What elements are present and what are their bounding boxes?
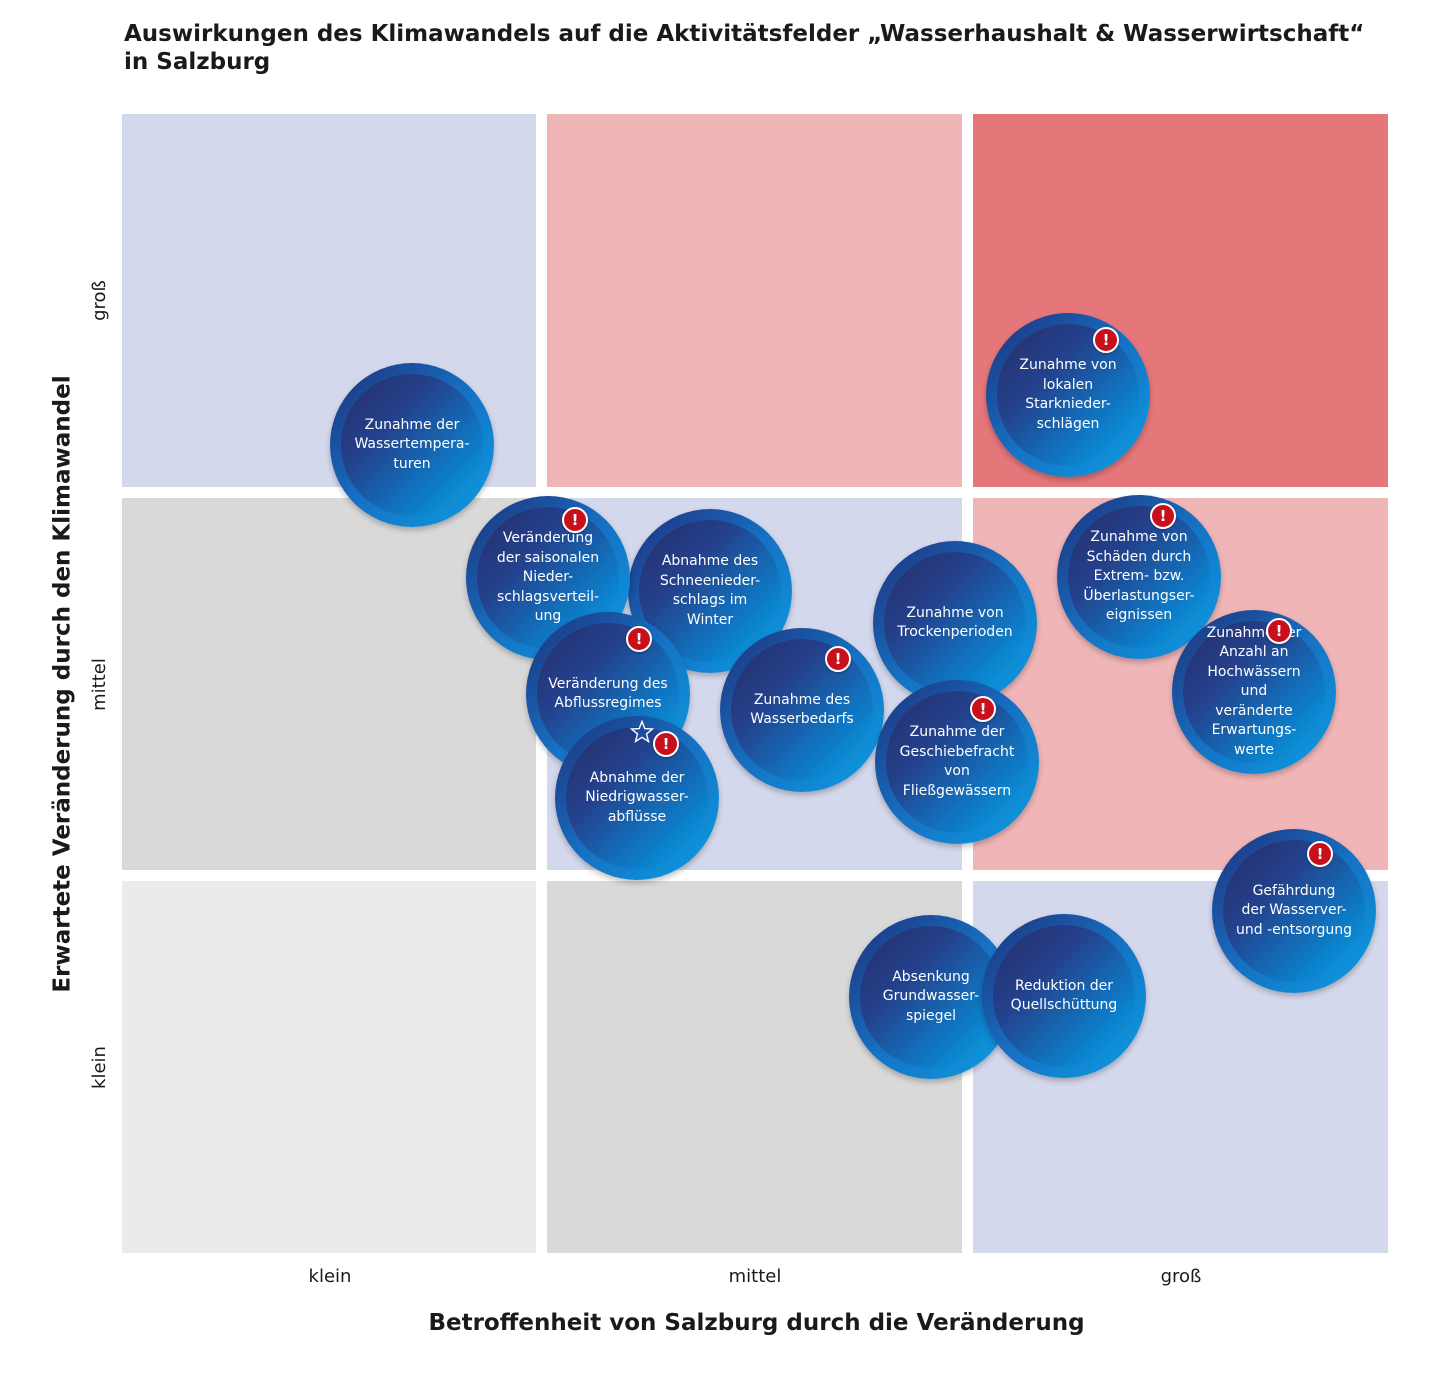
x-level-mittel: mittel [728, 1266, 782, 1287]
bubble-wasserversorgung: Gefährdung der Wasserver- und -entsorgun… [1212, 829, 1376, 993]
exclamation-icon: ! [970, 696, 996, 722]
exclamation-icon: ! [653, 731, 679, 757]
bubble-label: Gefährdung der Wasserver- und -entsorgun… [1236, 882, 1352, 938]
y-level-klein: klein [88, 1046, 110, 1089]
bubble-inner: Absenkung Grundwasser- spiegel [860, 926, 1002, 1068]
bubble-label: Absenkung Grundwasser- spiegel [882, 968, 980, 1024]
chart-title-line-2: in Salzburg [124, 49, 271, 75]
chart-title: Auswirkungen des Klimawandels auf die Ak… [124, 20, 1374, 76]
exclamation-icon: ! [626, 626, 652, 652]
bubble-inner: Reduktion der Quellschüttung [993, 925, 1135, 1067]
bubble-wasserbedarf: Zunahme des Wasserbedarfs ! [720, 628, 884, 792]
y-axis-title-wrap: Erwartete Veränderung durch den Klimawan… [40, 114, 86, 1254]
chart-title-line-1: Auswirkungen des Klimawandels auf die Ak… [124, 21, 1365, 47]
bubble-hochwaesser: Zunahme der Anzahl an Hochwässern und ve… [1172, 610, 1336, 774]
bubble-quellschuettung: Reduktion der Quellschüttung [982, 914, 1146, 1078]
y-level-gross: groß [88, 280, 110, 321]
bubble-trockenperioden: Zunahme von Trockenperioden [873, 541, 1037, 705]
exclamation-icon: ! [562, 507, 588, 533]
bubble-inner: Zunahme der Anzahl an Hochwässern und ve… [1183, 621, 1325, 763]
bubble-inner: Abnahme des Schneenieder- schlags im Win… [639, 520, 781, 662]
x-level-gross: groß [1160, 1266, 1202, 1287]
bubble-label: Veränderung der saisonalen Nieder- schla… [496, 530, 600, 625]
bubble-starkniederschlaege: Zunahme von lokalen Starknieder- schläge… [986, 313, 1150, 477]
y-level-mittel: mittel [88, 658, 110, 711]
bubble-label: Zunahme der Geschiebefracht von Fließgew… [899, 724, 1015, 799]
bubble-inner: Zunahme von Trockenperioden [884, 552, 1026, 694]
exclamation-icon: ! [1266, 618, 1292, 644]
bubble-label: Zunahme der Wassertempera- turen [354, 416, 470, 472]
bubble-label: Abnahme der Niedrigwasser- abflüsse [585, 769, 689, 825]
bubble-geschiebefracht: Zunahme der Geschiebefracht von Fließgew… [875, 680, 1039, 844]
bubble-label: Zunahme von Schäden durch Extrem- bzw. Ü… [1083, 529, 1195, 624]
x-level-klein: klein [308, 1266, 352, 1287]
bubble-inner: Zunahme des Wasserbedarfs [731, 639, 873, 781]
exclamation-icon: ! [1150, 503, 1176, 529]
bubble-wassertemperaturen: Zunahme der Wassertempera- turen [330, 363, 494, 527]
bubble-label: Reduktion der Quellschüttung [1010, 977, 1118, 1014]
exclamation-icon: ! [1307, 841, 1333, 867]
cell-gross-mittel [547, 114, 962, 487]
bubble-label: Abnahme des Schneenieder- schlags im Win… [659, 553, 761, 628]
y-axis-title: Erwartete Veränderung durch den Klimawan… [50, 375, 77, 993]
cell-klein-klein [122, 881, 536, 1253]
x-axis-title: Betroffenheit von Salzburg durch die Ver… [428, 1310, 1085, 1336]
bubble-label: Veränderung des Abflussregimes [548, 675, 668, 712]
bubble-extremereignisse: Zunahme von Schäden durch Extrem- bzw. Ü… [1057, 495, 1221, 659]
bubble-grundwasserspiegel: Absenkung Grundwasser- spiegel [849, 915, 1013, 1079]
exclamation-icon: ! [1093, 327, 1119, 353]
bubble-inner: Zunahme von Schäden durch Extrem- bzw. Ü… [1068, 506, 1210, 648]
star-icon [630, 720, 654, 744]
exclamation-icon: ! [825, 646, 851, 672]
bubble-label: Zunahme von Trockenperioden [897, 604, 1013, 641]
bubble-niedrigwasserabfluesse: Abnahme der Niedrigwasser- abflüsse ! [555, 716, 719, 880]
bubble-inner: Zunahme der Wassertempera- turen [341, 374, 483, 516]
bubble-inner: Gefährdung der Wasserver- und -entsorgun… [1223, 840, 1365, 982]
bubble-label: Zunahme der Anzahl an Hochwässern und ve… [1206, 624, 1302, 758]
bubble-label: Zunahme von lokalen Starknieder- schläge… [1019, 357, 1117, 432]
bubble-inner: Abnahme der Niedrigwasser- abflüsse [566, 727, 708, 869]
bubble-inner: Zunahme der Geschiebefracht von Fließgew… [886, 691, 1028, 833]
bubble-label: Zunahme des Wasserbedarfs [750, 691, 854, 728]
